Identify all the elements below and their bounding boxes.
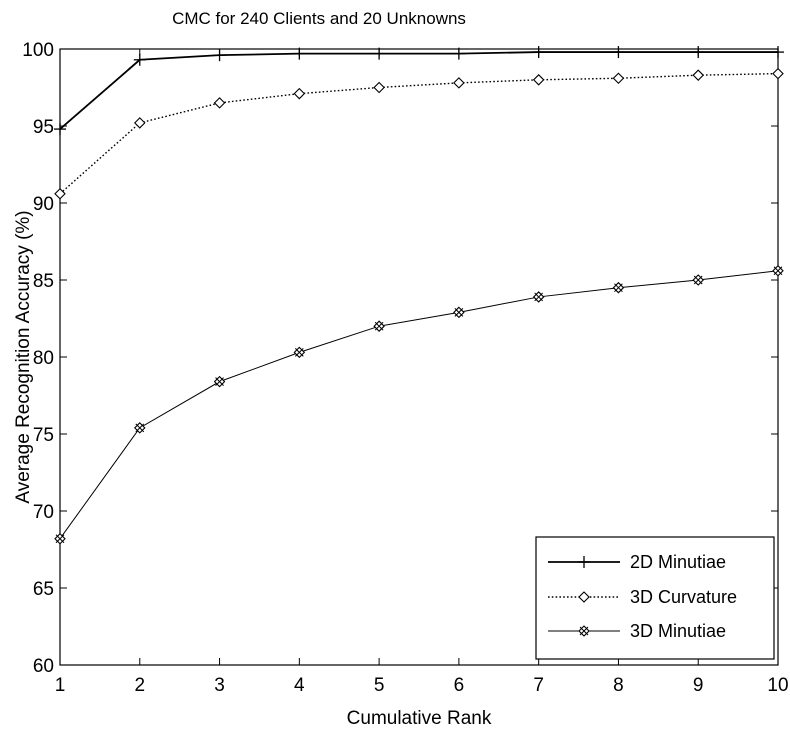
point-3d-minutiae: [773, 266, 783, 276]
y-tick-label: 100: [22, 40, 54, 61]
y-axis-label: Average Recognition Accuracy (%): [13, 210, 34, 503]
x-tick-label: 2: [134, 675, 145, 696]
point-3d-minutiae: [534, 292, 544, 302]
x-tick-label: 4: [294, 675, 305, 696]
x-tick-label: 7: [533, 675, 544, 696]
y-tick-label: 60: [33, 656, 54, 677]
x-tick-label: 8: [613, 675, 624, 696]
x-tick-label: 3: [214, 675, 225, 696]
point-3d-minutiae: [55, 534, 65, 544]
y-tick-label: 90: [33, 194, 54, 215]
y-tick-label: 95: [33, 117, 54, 138]
legend-label: 3D Minutiae: [630, 621, 726, 641]
legend-label: 2D Minutiae: [630, 552, 726, 572]
legend-label: 3D Curvature: [630, 587, 737, 607]
x-axis-label: Cumulative Rank: [347, 708, 492, 729]
y-tick-label: 65: [33, 579, 54, 600]
x-tick-label: 5: [374, 675, 385, 696]
y-tick-label: 70: [33, 502, 54, 523]
y-tick-label: 85: [33, 271, 54, 292]
chart-title: CMC for 240 Clients and 20 Unknowns: [172, 9, 466, 28]
point-3d-minutiae: [374, 321, 384, 331]
y-tick-label: 80: [33, 348, 54, 369]
point-3d-minutiae: [693, 275, 703, 285]
point-3d-minutiae: [294, 347, 304, 357]
x-tick-label: 9: [693, 675, 704, 696]
x-tick-label: 1: [55, 675, 66, 696]
point-3d-minutiae: [215, 377, 225, 387]
point-3d-minutiae: [135, 423, 145, 433]
point-3d-minutiae: [454, 307, 464, 317]
legend: 2D Minutiae 3D Curvature 3D Minutiae: [536, 537, 774, 659]
point-3d-minutiae: [613, 283, 623, 293]
legend-marker-3d-minutiae: [579, 626, 589, 636]
x-tick-label: 10: [767, 675, 788, 696]
y-tick-label: 75: [33, 425, 54, 446]
x-tick-label: 6: [454, 675, 465, 696]
